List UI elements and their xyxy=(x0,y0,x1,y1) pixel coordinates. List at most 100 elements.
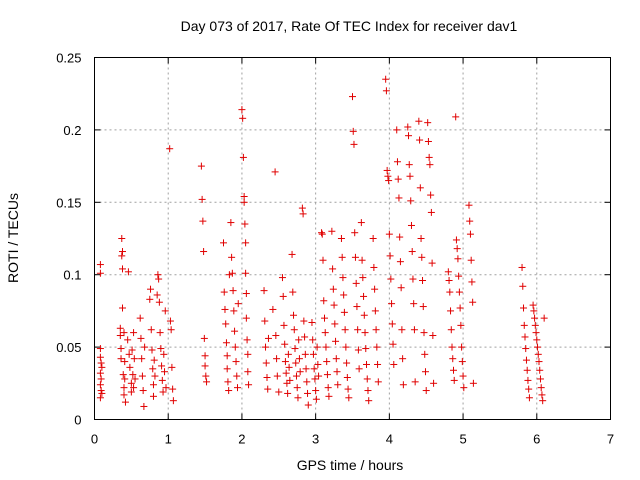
data-point xyxy=(223,365,231,373)
data-point xyxy=(341,326,349,334)
data-point xyxy=(325,392,333,400)
data-point xyxy=(284,389,292,397)
data-point xyxy=(301,333,309,341)
data-point xyxy=(239,114,247,122)
data-point xyxy=(199,217,207,225)
data-point xyxy=(301,350,309,358)
data-point xyxy=(425,153,433,161)
data-point xyxy=(363,375,371,383)
data-point xyxy=(352,279,360,287)
data-point xyxy=(262,343,270,351)
data-point xyxy=(238,106,246,114)
data-point xyxy=(455,272,463,280)
data-point xyxy=(363,360,371,368)
data-point xyxy=(418,253,426,261)
data-point xyxy=(124,336,132,344)
data-point xyxy=(428,259,436,267)
data-point xyxy=(446,288,454,296)
data-point xyxy=(130,355,138,363)
data-point xyxy=(386,252,394,260)
data-point xyxy=(222,320,230,328)
data-point xyxy=(234,300,242,308)
data-point xyxy=(360,311,368,319)
data-point xyxy=(166,145,174,153)
data-point xyxy=(284,350,292,358)
data-point xyxy=(231,343,239,351)
data-point xyxy=(158,376,166,384)
data-point xyxy=(295,336,303,344)
data-point xyxy=(399,381,407,389)
data-point xyxy=(231,327,239,335)
data-point xyxy=(121,398,129,406)
data-point xyxy=(427,208,435,216)
data-point xyxy=(534,343,542,351)
data-point xyxy=(239,153,247,161)
data-point xyxy=(290,326,298,334)
data-point xyxy=(318,229,326,237)
data-point xyxy=(243,336,251,344)
data-point xyxy=(395,194,403,202)
data-point xyxy=(261,317,269,325)
data-point xyxy=(453,245,461,253)
data-point xyxy=(129,371,137,379)
data-point xyxy=(466,217,474,225)
data-point xyxy=(119,265,127,273)
data-point xyxy=(361,329,369,337)
data-point xyxy=(233,372,241,380)
data-point xyxy=(358,256,366,264)
data-point xyxy=(140,402,148,410)
data-point xyxy=(532,329,540,337)
data-point xyxy=(411,378,419,386)
data-point xyxy=(120,384,128,392)
x-axis-label: GPS time / hours xyxy=(297,457,404,473)
data-point xyxy=(525,385,533,393)
data-point xyxy=(120,329,128,337)
data-point xyxy=(405,132,413,140)
data-point xyxy=(444,268,452,276)
plot-frame xyxy=(94,57,611,420)
data-point xyxy=(153,291,161,299)
data-point xyxy=(161,368,169,376)
data-point xyxy=(280,321,288,329)
data-point xyxy=(304,389,312,397)
data-point xyxy=(262,359,270,367)
data-point xyxy=(201,362,209,370)
data-point xyxy=(469,298,477,306)
data-point xyxy=(454,255,462,263)
data-point xyxy=(385,230,393,238)
data-point xyxy=(535,358,543,366)
data-point xyxy=(303,378,311,386)
data-point xyxy=(166,317,174,325)
data-point xyxy=(149,392,157,400)
data-point xyxy=(314,360,322,368)
data-point xyxy=(452,113,460,121)
data-point xyxy=(273,355,281,363)
data-point xyxy=(338,253,346,261)
data-point xyxy=(365,397,373,405)
data-point xyxy=(228,253,236,261)
y-tick-label: 0.1 xyxy=(63,268,81,283)
data-point xyxy=(534,350,542,358)
data-point xyxy=(349,127,357,135)
x-tick-label: 3 xyxy=(312,432,319,447)
data-point xyxy=(121,375,129,383)
data-point xyxy=(223,352,231,360)
data-point xyxy=(127,379,135,387)
data-point xyxy=(202,372,210,380)
data-point xyxy=(424,137,432,145)
data-point xyxy=(151,372,159,380)
data-point xyxy=(299,210,307,218)
data-point xyxy=(310,365,318,373)
data-point xyxy=(322,343,330,351)
data-point xyxy=(323,358,331,366)
data-point xyxy=(421,368,429,376)
data-point xyxy=(522,356,530,364)
data-point xyxy=(264,385,272,393)
data-point xyxy=(385,177,393,185)
data-point xyxy=(124,268,132,276)
data-point xyxy=(302,365,310,373)
data-point xyxy=(353,303,361,311)
data-point xyxy=(396,258,404,266)
data-point xyxy=(417,235,425,242)
data-point xyxy=(221,305,229,313)
